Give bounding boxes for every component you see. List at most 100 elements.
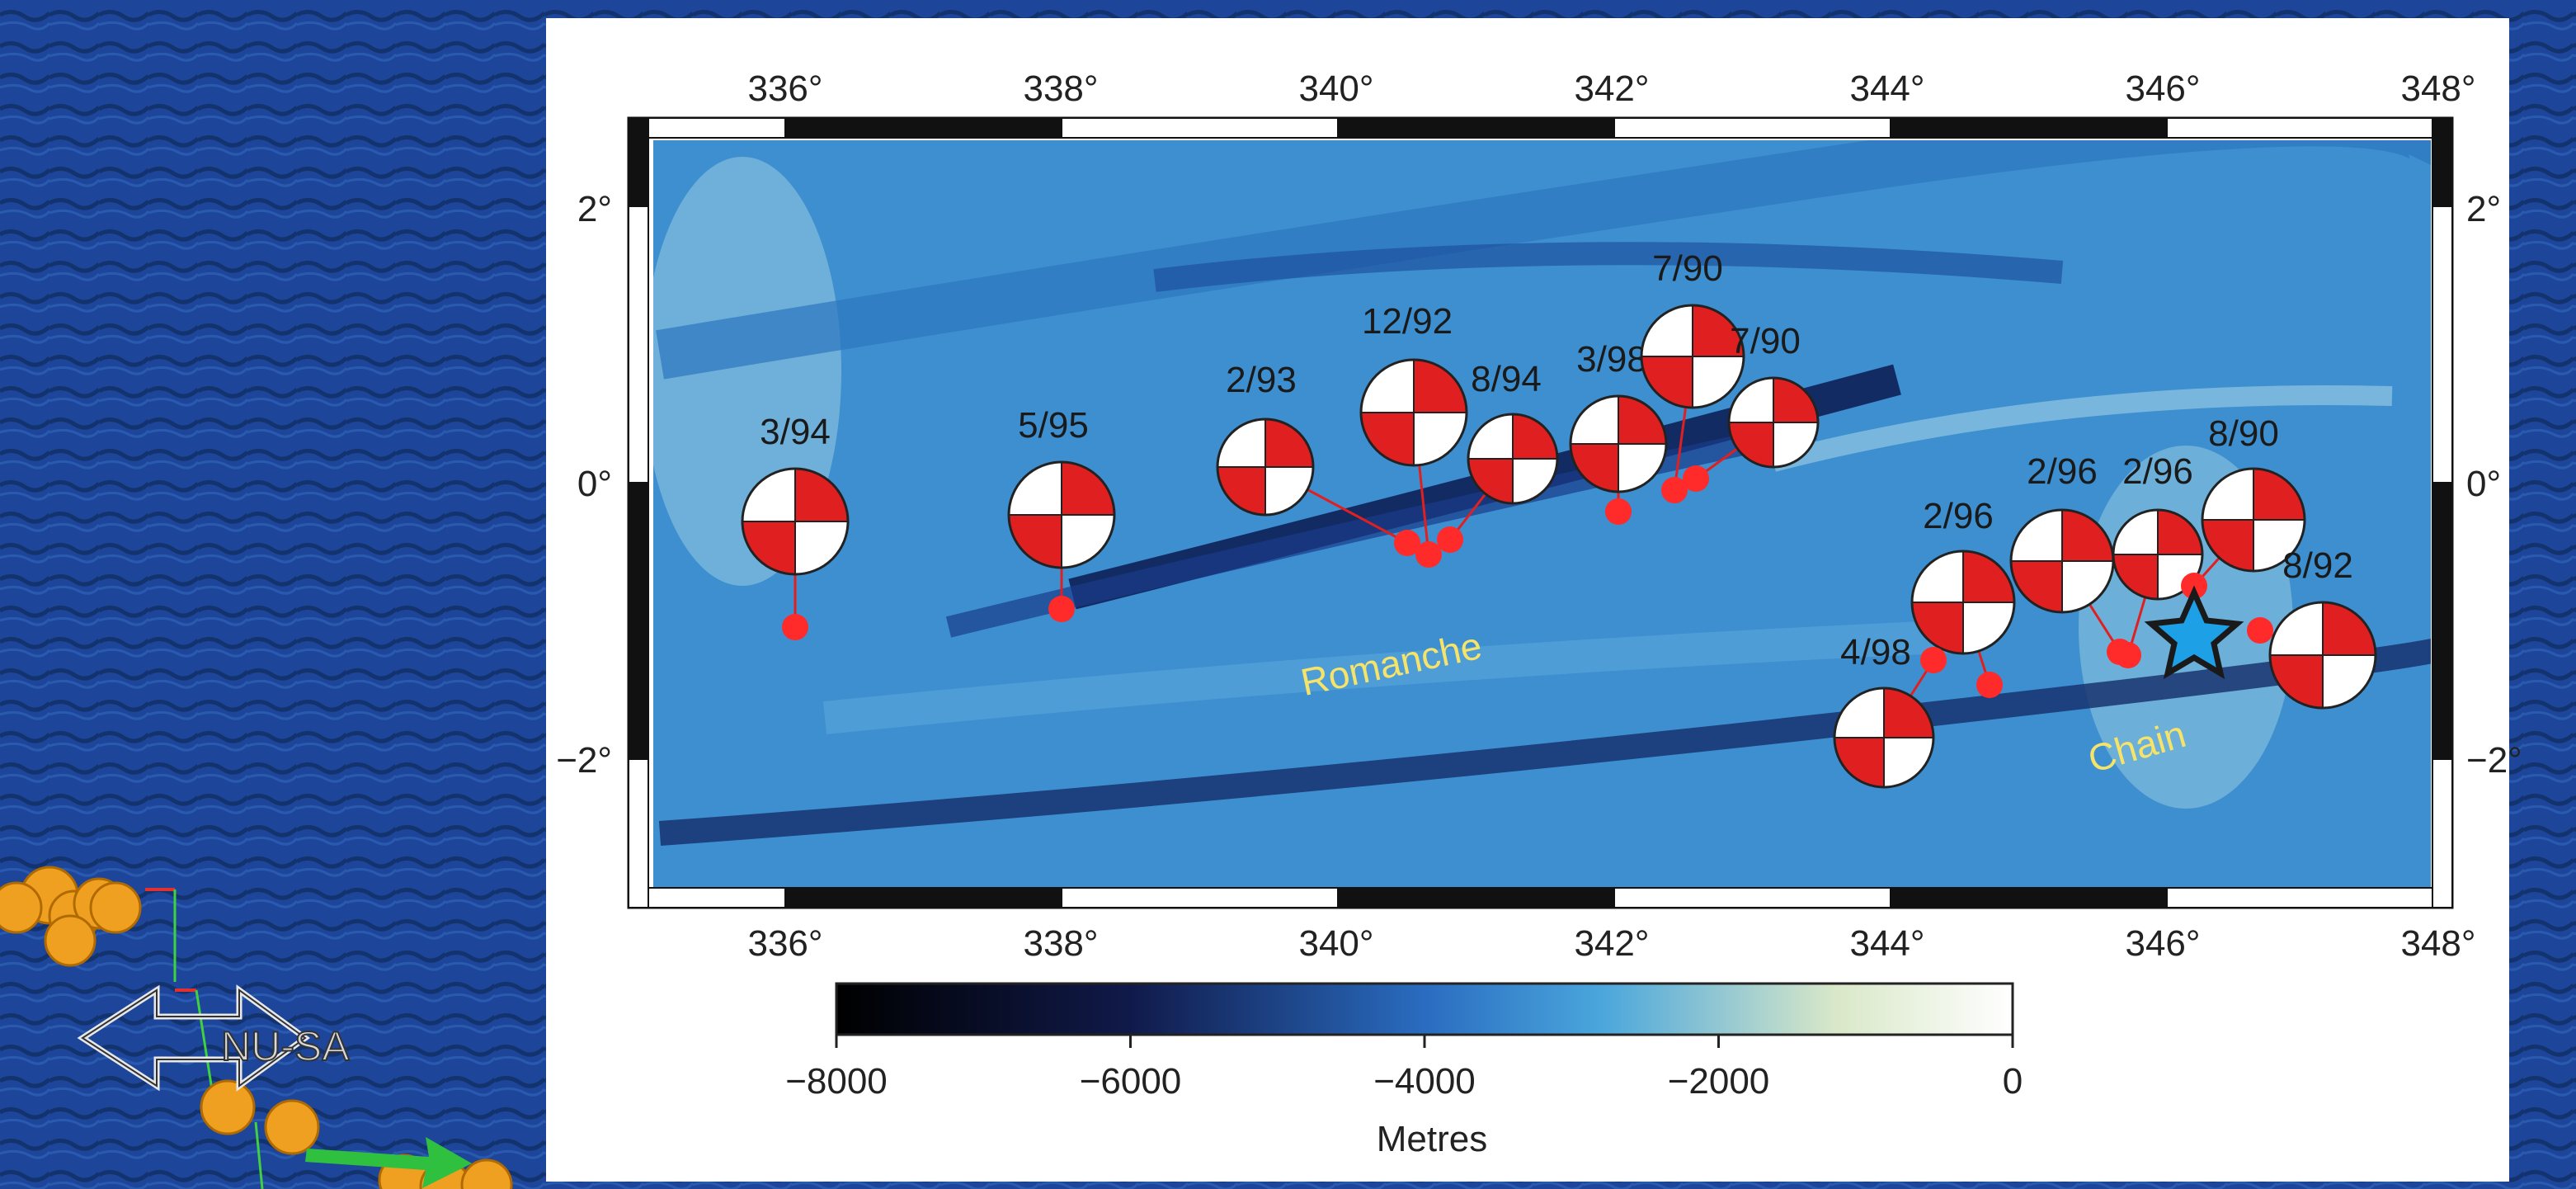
frame-bar-left <box>628 117 649 207</box>
colorbar-tick-label: −4000 <box>1373 1061 1476 1102</box>
focal-mechanism: 7/90 <box>1683 321 1820 492</box>
beachball-quadrant <box>2253 469 2305 520</box>
colorbar-label: Metres <box>1377 1119 1487 1159</box>
epicenter-dot <box>1920 647 1947 673</box>
y-tick-label-left: 0° <box>577 464 612 504</box>
frame-bar-bottom <box>1613 887 1891 908</box>
beachball-quadrant <box>1468 459 1513 503</box>
frame-bar-top <box>1337 117 1615 139</box>
event-label: 2/96 <box>1923 496 1994 536</box>
frame-bar-bottom <box>784 887 1062 908</box>
beachball-quadrant <box>2158 510 2202 554</box>
x-tick-label-top: 342° <box>1574 68 1649 109</box>
x-tick-label-bottom: 348° <box>2400 923 2475 964</box>
x-tick-label-bottom: 340° <box>1298 923 1373 964</box>
frame-bar-left <box>628 205 649 484</box>
y-tick-label-left: −2° <box>556 740 612 781</box>
epicenter-dot <box>2247 617 2273 644</box>
event-label: 2/93 <box>1226 360 1297 400</box>
beachball-quadrant <box>1361 413 1414 465</box>
focal-mechanism: 5/95 <box>1007 405 1116 622</box>
beachball-quadrant <box>1963 551 2014 602</box>
x-tick-label-bottom: 342° <box>1574 923 1649 964</box>
beachball-quadrant <box>2062 510 2113 561</box>
beachball-quadrant <box>1884 688 1933 738</box>
beachball-quadrant <box>1513 414 1557 459</box>
frame-bar-right <box>2432 758 2453 908</box>
epicenter-dot <box>1437 526 1463 553</box>
frame-bar-right <box>2432 117 2453 207</box>
epicenter-dot <box>1415 541 1442 568</box>
focal-mechanism: 2/96 <box>2009 451 2133 665</box>
beachball-outline <box>741 467 850 576</box>
beachball-quadrant <box>1834 738 1884 787</box>
epicenter-dot <box>1394 530 1420 556</box>
x-tick-label-top: 338° <box>1023 68 1098 109</box>
epicenter-dot <box>782 614 808 640</box>
event-label: 3/94 <box>760 412 831 452</box>
x-tick-label-bottom: 336° <box>747 923 822 964</box>
focal-mechanism: 12/92 <box>1359 301 1468 568</box>
beachball-quadrant <box>1009 515 1062 568</box>
beachball-outline <box>1640 304 1745 409</box>
beachball-quadrant <box>2270 655 2323 708</box>
event-label: 5/95 <box>1018 405 1089 446</box>
bathymetry-map <box>653 140 2431 888</box>
x-tick-label-top: 336° <box>747 68 822 109</box>
event-label: 8/90 <box>2208 413 2279 454</box>
frame-bar-left <box>628 482 649 760</box>
event-label: 3/98 <box>1576 339 1647 380</box>
beachball-quadrant <box>1773 378 1818 422</box>
focal-mechanism: 4/98 <box>1833 632 1947 789</box>
beachball-quadrant <box>1618 396 1666 444</box>
map-frame <box>627 116 2454 909</box>
colorbar-tick-label: 0 <box>2003 1061 2023 1102</box>
x-tick-label-bottom: 344° <box>1849 923 1924 964</box>
beachball-outline <box>2201 467 2306 573</box>
event-label: 4/98 <box>1840 632 1911 672</box>
beachball-quadrant <box>2113 554 2158 599</box>
colorbar-tick-label: −2000 <box>1668 1061 1770 1102</box>
colorbar-tick-label: −6000 <box>1080 1061 1182 1102</box>
frame-bar-top <box>628 117 786 139</box>
beachball-quadrant <box>1217 467 1265 515</box>
frame-bar-left <box>628 758 649 908</box>
x-tick-label-bottom: 346° <box>2125 923 2200 964</box>
epicenter-dot <box>1605 498 1632 525</box>
plate-overlay: NU-SA <box>0 866 513 1189</box>
event-label: 2/96 <box>2122 451 2193 492</box>
focal-mechanism: 8/94 <box>1437 359 1559 553</box>
x-tick-label-top: 344° <box>1849 68 1924 109</box>
x-tick-label-bottom: 338° <box>1023 923 1098 964</box>
focal-mechanisms: 3/94 5/95 2/93 12/92 8/94 3/98 7/907/90 2/96 2/9… <box>741 248 2377 789</box>
frame-bar-bottom <box>628 887 786 908</box>
beachball-quadrant <box>1729 422 1773 467</box>
beachball-outline <box>1216 418 1315 517</box>
star-icon <box>2144 585 2244 680</box>
colorbar <box>835 982 2014 1036</box>
beachball-quadrant <box>2202 520 2253 571</box>
event-label: 7/90 <box>1730 321 1801 361</box>
focal-mechanism: 8/90 <box>2181 413 2306 599</box>
beachball-outline <box>1467 413 1559 505</box>
beachball-quadrant <box>2011 561 2062 612</box>
epicenter-dot <box>2115 642 2141 668</box>
focal-mechanism: 2/96 <box>2112 451 2204 668</box>
beachball-outline <box>2112 508 2204 601</box>
beachball-quadrant <box>1912 602 1963 653</box>
x-tick-label-top: 348° <box>2400 68 2475 109</box>
event-label: 8/94 <box>1471 359 1542 399</box>
beachball-outline <box>1833 687 1935 789</box>
frame-bar-bottom <box>1890 887 2168 908</box>
beachball-quadrant <box>1062 462 1114 515</box>
event-label: 12/92 <box>1362 301 1453 342</box>
frame-bar-right <box>2432 205 2453 484</box>
epicenter-dot <box>1048 596 1075 622</box>
frame-bar-top <box>1613 117 1891 139</box>
x-tick-label-top: 340° <box>1298 68 1373 109</box>
beachball-quadrant <box>2323 602 2376 655</box>
beachball-quadrant <box>1641 356 1693 408</box>
beachball-quadrant <box>1414 360 1467 413</box>
